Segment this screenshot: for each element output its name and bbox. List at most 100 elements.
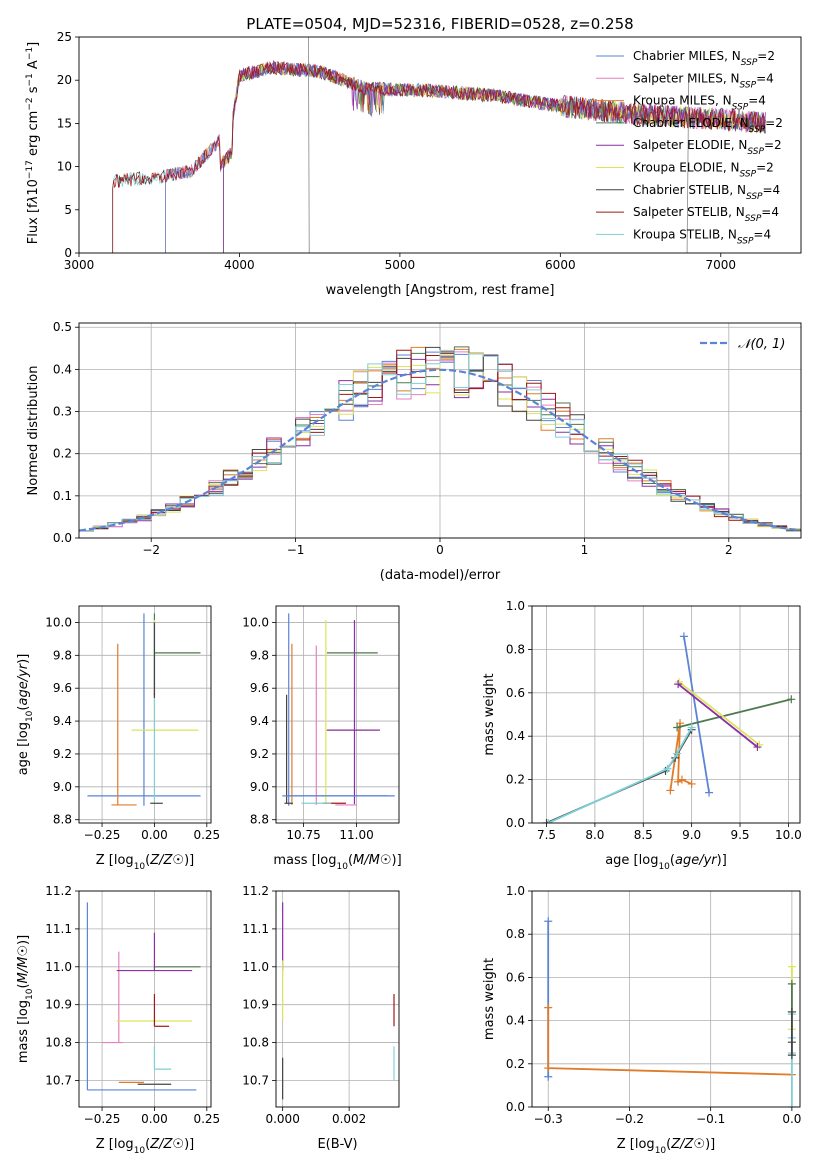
x-tick-label: 4000 <box>224 258 255 272</box>
x-tick-label: −0.3 <box>534 1112 563 1126</box>
weight-vs-Z-series <box>544 917 796 1107</box>
y-tick-label: 9.6 <box>250 681 269 695</box>
series-chabrier-stelib <box>787 1007 796 1060</box>
x-axis-label: wavelength [Angstrom, rest frame] <box>326 283 555 298</box>
y-tick-label: 20 <box>57 73 72 87</box>
series-kroupa-elodie <box>675 677 764 749</box>
y-tick-label: 10.8 <box>242 1036 269 1050</box>
legend-label: Kroupa MILES, NSSP=4 <box>633 94 766 113</box>
y-tick-label: 11.1 <box>45 922 72 936</box>
y-tick-label: 0.6 <box>506 970 525 984</box>
y-tick-label: 10.0 <box>45 615 72 629</box>
residuals-frame <box>78 322 802 539</box>
axis-label: mass [log10(M/M☉)] <box>273 853 401 872</box>
y-tick-label: 9.0 <box>250 780 269 794</box>
x-tick-label: 1 <box>581 543 589 557</box>
y-tick-label: 5 <box>64 203 72 217</box>
x-tick-label: 0.00 <box>141 828 168 842</box>
y-tick-label: 15 <box>57 116 72 130</box>
legend: Chabrier MILES, NSSP=2 Salpeter MILES, NS… <box>596 49 783 246</box>
series-salpeter-elodie <box>674 680 762 752</box>
x-tick-label: 0.00 <box>141 1112 168 1126</box>
errorbar-point <box>325 619 369 805</box>
axis-label: Z [log10(Z/Z☉)] <box>96 1137 194 1156</box>
errorbar-point <box>86 902 197 1091</box>
x-tick-label: 11.00 <box>339 828 373 842</box>
legend-label: Kroupa STELIB, NSSP=4 <box>633 227 771 246</box>
legend-label: Salpeter STELIB, NSSP=4 <box>633 205 779 224</box>
mass-vs-ebv-points <box>282 902 395 1100</box>
series-marker <box>544 1064 553 1073</box>
errorbar-point <box>111 643 137 806</box>
y-tick-label: 11.0 <box>242 960 269 974</box>
x-tick-label: 0.25 <box>193 1112 220 1126</box>
series-marker <box>663 764 672 773</box>
age-vs-mass-points <box>282 613 395 806</box>
axis-label: age [log10(age/yr)] <box>605 853 727 872</box>
x-tick-label: −0.2 <box>615 1112 644 1126</box>
y-tick-label: 0.4 <box>53 362 72 376</box>
series-marker <box>674 777 683 786</box>
y-tick-label: 9.0 <box>53 780 72 794</box>
series-line <box>678 681 760 746</box>
errorbar-point <box>87 613 201 806</box>
legend-label: Salpeter ELODIE, NSSP=2 <box>633 138 782 157</box>
series-line <box>677 683 758 748</box>
series-marker <box>677 775 686 784</box>
spectrum-lines <box>112 37 766 253</box>
x-tick-label: 6000 <box>545 258 576 272</box>
series-kroupa-stelib <box>544 723 696 823</box>
series-marker <box>787 1051 796 1060</box>
errorbar-point <box>131 619 199 731</box>
series-marker <box>676 719 685 728</box>
y-tick-label: 0.2 <box>53 447 72 461</box>
series-marker <box>787 1007 796 1016</box>
series-marker <box>544 917 553 926</box>
mass-vs-Z-points <box>86 902 201 1091</box>
series-marker <box>787 1103 796 1107</box>
errorbar-point <box>153 613 201 696</box>
spectrum-frame <box>78 36 802 254</box>
histograms <box>79 346 801 532</box>
legend-label: Chabrier STELIB, NSSP=4 <box>633 183 780 202</box>
y-tick-label: 9.4 <box>53 714 72 728</box>
y-tick-label: 0.3 <box>53 405 72 419</box>
y-tick-label: 9.8 <box>250 648 269 662</box>
series-marker <box>705 788 714 797</box>
series-kroupa-miles <box>544 1003 796 1079</box>
x-tick-label: 2 <box>725 543 733 557</box>
age-vs-Z-axes: −0.25 0.00 0.25 8.8 9.0 9.2 9.4 9.6 9.8 10.0 <box>45 606 220 842</box>
y-tick-label: 10 <box>57 160 72 174</box>
series-marker <box>787 979 796 988</box>
y-tick-label: 0.4 <box>506 1014 525 1028</box>
legend-label: Kroupa ELODIE, NSSP=2 <box>633 161 774 180</box>
series-marker <box>787 962 796 971</box>
y-tick-label: 0.8 <box>506 642 525 656</box>
series-marker <box>542 819 551 823</box>
series-line <box>683 636 710 793</box>
series-marker <box>687 723 696 732</box>
series-marker <box>544 1072 553 1081</box>
x-tick-label: 9.0 <box>682 828 701 842</box>
legend-label: Salpeter MILES, NSSP=4 <box>633 71 774 90</box>
spectrum-series-salpeter-stelib <box>112 61 766 253</box>
axis-label: age [log10(age/yr)] <box>16 654 35 776</box>
y-tick-label: 0.0 <box>506 816 525 830</box>
weight-vs-age-axes: 7.5 8.0 8.5 9.0 9.5 10.0 0.0 0.2 0.4 0.6 0.8 1.0 <box>506 599 802 842</box>
y-tick-label: 0 <box>64 246 72 260</box>
y-tick-label: 9.4 <box>250 714 269 728</box>
axis-label: E(B-V) <box>317 1137 357 1152</box>
x-tick-label: −0.1 <box>696 1112 725 1126</box>
x-tick-label: 5000 <box>385 258 416 272</box>
series-chabrier-elodie <box>673 695 796 732</box>
series-chabrier-miles <box>679 632 714 797</box>
series-marker <box>753 743 762 752</box>
series-marker <box>673 749 682 758</box>
legend-label: Chabrier ELODIE, NSSP=2 <box>633 116 783 135</box>
spectrum-spike <box>308 37 310 253</box>
x-tick-label: 10.0 <box>775 828 802 842</box>
x-tick-label: 7000 <box>706 258 737 272</box>
y-tick-label: 9.2 <box>53 747 72 761</box>
age-vs-Z-frame <box>78 605 212 824</box>
errorbar-point <box>102 951 123 1044</box>
